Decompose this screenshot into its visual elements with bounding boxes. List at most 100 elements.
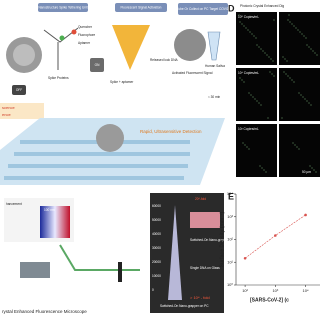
spot bbox=[265, 171, 267, 173]
spot bbox=[306, 44, 308, 46]
spot bbox=[293, 25, 295, 27]
spot bbox=[310, 104, 312, 106]
spot bbox=[295, 27, 297, 29]
spot bbox=[289, 21, 291, 23]
x-tick-label: 10⁴ bbox=[302, 288, 308, 293]
peak bbox=[168, 205, 182, 300]
row-label: 10⁴ Copies/mL bbox=[238, 71, 259, 75]
spot bbox=[260, 48, 262, 50]
spot bbox=[262, 50, 264, 52]
spot bbox=[256, 44, 258, 46]
label: ≈ 30 min bbox=[208, 95, 220, 99]
inset-label: Switched-On Nano-grapper on PC bbox=[160, 304, 209, 308]
spot bbox=[247, 29, 249, 31]
label: Activated Fluorescent Signal bbox=[172, 71, 213, 75]
micrograph bbox=[236, 124, 277, 177]
plot-tick: 40000 bbox=[152, 232, 161, 236]
spot bbox=[287, 75, 289, 77]
x-tick-label: 10³ bbox=[272, 288, 278, 293]
label: Aptamer bbox=[78, 41, 91, 45]
switch-state: OFF bbox=[16, 88, 22, 92]
y-axis-label: Surface Density (mm⁻²) bbox=[219, 211, 225, 267]
switch bbox=[12, 85, 26, 95]
spot bbox=[285, 73, 287, 75]
spot bbox=[251, 33, 253, 35]
label: Quencher bbox=[78, 25, 93, 29]
spot bbox=[299, 31, 301, 33]
point bbox=[243, 256, 247, 260]
spot bbox=[303, 35, 305, 37]
point bbox=[274, 234, 277, 237]
spot bbox=[263, 169, 265, 171]
spot bbox=[297, 29, 299, 31]
colorbar-title: hancement bbox=[6, 202, 22, 206]
micrograph bbox=[279, 12, 320, 65]
spot bbox=[239, 77, 241, 79]
spot bbox=[281, 117, 283, 119]
y-tick-label: 10² bbox=[227, 237, 233, 242]
x-tick-label: 10² bbox=[242, 288, 248, 293]
y-tick-label: 10¹ bbox=[227, 259, 233, 264]
label: Rapid, Ultrasensitive Detection bbox=[140, 129, 202, 134]
spot bbox=[241, 79, 243, 81]
step: Nanostructure Spike Tethering Unit bbox=[38, 5, 87, 9]
plot-box bbox=[150, 193, 224, 313]
caption: rystal Enhanced Fluorescence Microscope bbox=[2, 309, 87, 314]
spot bbox=[266, 54, 268, 56]
spot bbox=[286, 60, 288, 62]
side-label: ence bbox=[2, 112, 11, 117]
spot bbox=[241, 23, 243, 25]
spot bbox=[254, 98, 256, 100]
scale-bar: 50 µm bbox=[302, 170, 311, 174]
step: Mix in Tube Or Collect on PC Target COVI… bbox=[167, 7, 239, 11]
spot bbox=[294, 144, 296, 146]
step-box bbox=[38, 3, 88, 12]
spot bbox=[298, 148, 300, 150]
label: Spike Proteins bbox=[48, 76, 69, 80]
spot bbox=[282, 56, 284, 58]
spot bbox=[306, 100, 308, 102]
virus-core bbox=[13, 44, 35, 66]
spot bbox=[291, 79, 293, 81]
spot bbox=[243, 81, 245, 83]
point bbox=[304, 213, 307, 217]
step: Fluorescent Signal Activation bbox=[121, 5, 162, 9]
spot bbox=[308, 102, 310, 104]
spot bbox=[258, 102, 260, 104]
spot bbox=[272, 60, 274, 62]
spot bbox=[256, 100, 258, 102]
label: Human Saliva bbox=[205, 64, 225, 68]
quencher bbox=[71, 29, 77, 35]
spot bbox=[304, 98, 306, 100]
plot-tick: 50000 bbox=[152, 218, 161, 222]
spot bbox=[312, 50, 314, 52]
plot-tick: 20000 bbox=[152, 260, 161, 264]
spot bbox=[271, 73, 273, 75]
spot bbox=[259, 165, 261, 167]
spot bbox=[308, 46, 310, 48]
spot bbox=[239, 21, 241, 23]
fold: 20*-fold bbox=[195, 197, 206, 201]
side-label: scence bbox=[2, 105, 15, 110]
spot bbox=[309, 165, 311, 167]
step-box bbox=[115, 3, 167, 12]
spot bbox=[238, 14, 240, 16]
side-box bbox=[0, 103, 44, 119]
spot bbox=[300, 94, 302, 96]
camera bbox=[118, 262, 122, 282]
spot bbox=[313, 169, 315, 171]
inset bbox=[190, 212, 220, 228]
spot bbox=[284, 58, 286, 60]
spot bbox=[246, 146, 248, 148]
spot bbox=[291, 23, 293, 25]
row-label: 10³ Copies/mL bbox=[238, 127, 259, 131]
scale: 100 nm bbox=[44, 208, 55, 212]
spot bbox=[298, 92, 300, 94]
panel-title: Photonic Crystal Enhanced Dig bbox=[240, 4, 284, 8]
micrograph bbox=[236, 12, 277, 65]
plot-tick: 30000 bbox=[152, 246, 161, 250]
switch-state: ON bbox=[95, 63, 100, 67]
plot-tick: 10000 bbox=[152, 274, 161, 278]
spot bbox=[310, 48, 312, 50]
